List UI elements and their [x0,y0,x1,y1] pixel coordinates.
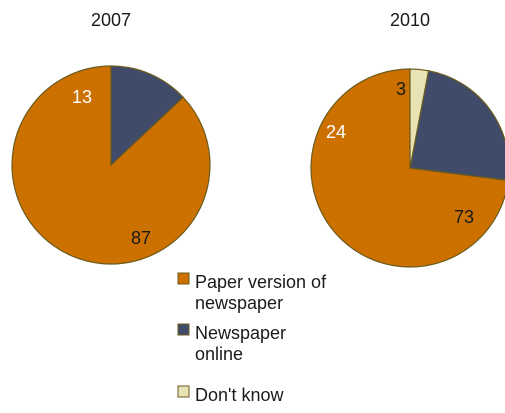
legend-item-don-t-know: Don't know [177,385,284,405]
pie-2007: 2007 87 13 [11,10,211,265]
pie-2010: 2010 73 24 3 [310,10,505,268]
legend-swatch-paper-version-of-newspaper [177,272,190,285]
data-label-2010-newspaper-online: 24 [326,122,346,142]
legend-swatch-newspaper-online [177,323,190,336]
slice-2010-don-t-know [409,68,430,169]
data-label-2007-newspaper-online: 13 [72,87,92,107]
data-label-2010-paper-version-of-newspaper: 73 [454,207,474,227]
data-label-2007-paper-version-of-newspaper: 87 [131,228,151,248]
legend-label-don-t-know: Don't know [195,385,284,405]
legend-label-newspaper-online: online [195,344,243,364]
slice-2007-newspaper-online [110,65,185,167]
data-label-2010-don-t-know: 3 [396,79,406,99]
legend-label-paper-version-of-newspaper: newspaper [195,293,283,313]
legend-label-newspaper-online: Newspaper [195,323,286,343]
slice-2010-newspaper-online [409,70,505,181]
pie-title-2007: 2007 [91,10,131,30]
legend-label-paper-version-of-newspaper: Paper version of [195,272,327,292]
slice-2010-paper-version-of-newspaper [310,68,505,268]
pie-title-2010: 2010 [390,10,430,30]
legend-swatch-don-t-know [177,385,190,398]
